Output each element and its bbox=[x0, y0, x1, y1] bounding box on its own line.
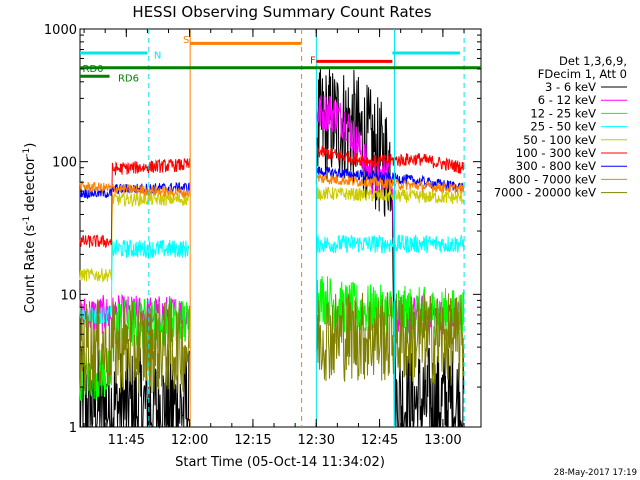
y-tick-label: 10 bbox=[60, 288, 77, 303]
legend-label: 7000 - 20000 keV bbox=[494, 186, 596, 200]
x-axis: 11:45 12:00 12:15 12:30 12:45 13:00 bbox=[83, 29, 465, 448]
legend-header-1: Det 1,3,6,9, bbox=[559, 54, 627, 68]
legend-label: 6 - 12 keV bbox=[538, 93, 596, 107]
x-tick-label: 13:00 bbox=[424, 433, 461, 448]
legend: Det 1,3,6,9, FDecim 1, Att 0 3 - 6 keV6 … bbox=[494, 54, 627, 200]
legend-label: 50 - 100 keV bbox=[523, 133, 596, 147]
legend-header-2: FDecim 1, Att 0 bbox=[538, 67, 627, 81]
flag-label-n: N bbox=[154, 51, 161, 62]
y-tick-label: 100 bbox=[52, 156, 77, 171]
x-axis-title: Start Time (05-Oct-14 11:34:02) bbox=[175, 455, 385, 470]
x-tick-label: 12:15 bbox=[234, 433, 271, 448]
series-line-25-50-kev-seg2 bbox=[316, 234, 465, 254]
legend-label: 25 - 50 keV bbox=[530, 120, 596, 134]
series-line-800-7000-kev-seg1 bbox=[79, 180, 190, 199]
y-tick-label: 1 bbox=[69, 421, 77, 436]
x-tick-label: 12:30 bbox=[298, 433, 335, 448]
x-tick-label: 12:45 bbox=[361, 433, 398, 448]
legend-label: 800 - 7000 keV bbox=[508, 172, 596, 186]
flag-label-f: F bbox=[310, 55, 316, 66]
flag-label-rd0: RD0 bbox=[83, 64, 104, 75]
series-line-100-300-kev-seg1 bbox=[79, 158, 190, 249]
y-axis-title: Count Rate (s-1 detector-1) bbox=[22, 143, 38, 314]
flag-label-rd6: RD6 bbox=[118, 74, 139, 85]
series-line-50-100-kev-seg2 bbox=[316, 186, 465, 205]
series-line-300-800-kev-seg1 bbox=[79, 181, 190, 200]
x-tick-label: 11:45 bbox=[108, 433, 145, 448]
y-axis: 1 10 100 1000 bbox=[44, 23, 481, 436]
series-line-800-7000-kev-seg2 bbox=[315, 173, 465, 194]
plot-frame bbox=[79, 28, 482, 428]
y-tick-label: 1000 bbox=[44, 23, 77, 38]
date-stamp: 28-May-2017 17:19 bbox=[554, 468, 637, 478]
legend-label: 12 - 25 keV bbox=[530, 106, 596, 120]
flag-label-s: S bbox=[183, 35, 189, 46]
series-line-50-100-kev-seg1 bbox=[79, 192, 190, 283]
series-line-7000-20000-kev-seg1 bbox=[79, 300, 190, 394]
legend-label: 100 - 300 keV bbox=[516, 146, 596, 160]
series-line-100-300-kev-seg2 bbox=[315, 145, 465, 175]
chart-title: HESSI Observing Summary Count Rates bbox=[132, 3, 431, 21]
legend-label: 300 - 800 keV bbox=[516, 159, 596, 173]
legend-label: 3 - 6 keV bbox=[545, 80, 596, 94]
series-line-7000-20000-kev-seg2 bbox=[315, 292, 465, 386]
x-tick-label: 12:00 bbox=[171, 433, 208, 448]
plot-area: S F N RD0 RD6 bbox=[79, 29, 481, 429]
